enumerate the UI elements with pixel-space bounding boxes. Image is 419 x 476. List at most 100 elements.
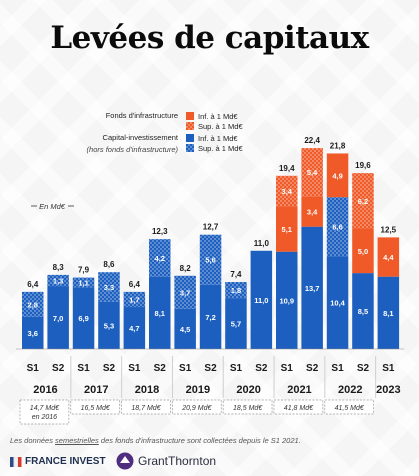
total-label: 11,0 xyxy=(254,239,270,248)
segment-label: 11,0 xyxy=(254,296,268,305)
legend-swatch xyxy=(186,112,194,120)
segment-label: 4,5 xyxy=(180,325,190,334)
bar-segment xyxy=(149,276,171,349)
semester-label: S1 xyxy=(281,363,294,374)
bar-segment xyxy=(199,234,222,285)
total-label: 19,4 xyxy=(279,164,295,173)
annual-total-box xyxy=(273,399,324,415)
grant-thornton-logo-icon xyxy=(116,452,134,470)
segment-label: 10,9 xyxy=(279,296,294,305)
total-label: 19,6 xyxy=(355,161,371,170)
semester-label: S2 xyxy=(204,363,217,374)
footnote-suffix: des fonds d'infrastructure sont collecté… xyxy=(98,436,301,445)
bar-segment xyxy=(174,275,196,309)
year-label: 2022 xyxy=(338,384,362,396)
legend-swatch xyxy=(186,144,194,152)
bar-segment xyxy=(352,228,374,274)
year-label: 2017 xyxy=(84,384,108,396)
segment-label: 3,6 xyxy=(28,329,38,338)
segment-label: 5,1 xyxy=(282,225,292,234)
segment-label: 6,6 xyxy=(332,223,342,232)
total-label: 12,3 xyxy=(152,227,168,236)
segment-label: 4,9 xyxy=(332,171,342,180)
grant-thornton-logo: GrantThornton xyxy=(116,452,216,470)
legend-swatch xyxy=(186,122,194,130)
bar-segment xyxy=(72,287,95,349)
bar-segment xyxy=(326,153,349,198)
semester-label: S1 xyxy=(331,363,344,374)
bar-segment xyxy=(352,273,374,349)
segment-label: 3,4 xyxy=(307,208,318,217)
segment-label: 4,7 xyxy=(129,324,139,333)
total-label: 12,5 xyxy=(381,225,397,234)
bar-segment xyxy=(326,197,349,257)
annual-total-label: 14,7 Md€ xyxy=(30,405,60,412)
segment-label: 4,2 xyxy=(155,254,165,263)
year-label: 2016 xyxy=(33,384,57,396)
bar-segment xyxy=(377,276,400,349)
bar-segment xyxy=(250,250,273,349)
annual-total-label: 20,9 Md€ xyxy=(181,405,212,412)
legend-swatch xyxy=(186,134,194,142)
france-invest-logo-text: FRANCE INVEST xyxy=(25,456,106,467)
bar-segment xyxy=(22,291,44,317)
bar-segment xyxy=(174,308,196,349)
segment-label: 7,0 xyxy=(53,314,63,323)
bar-segment xyxy=(326,256,349,349)
total-label: 8,3 xyxy=(53,263,65,272)
bar-segment xyxy=(301,196,323,227)
bar-segment xyxy=(47,274,69,287)
legend-item-label: Inf. à 1 Md€ xyxy=(198,112,238,121)
annual-total-box xyxy=(222,399,273,415)
footnote-underlined: semestrielles xyxy=(55,436,99,445)
footnote: Les données semestrielles des fonds d'in… xyxy=(10,436,301,445)
bar-segment xyxy=(377,237,400,277)
bar-segment xyxy=(199,284,222,349)
annual-total-box xyxy=(19,399,70,425)
bar-segment xyxy=(276,206,298,252)
year-label: 2023 xyxy=(376,384,400,396)
page-title: Levées de capitaux xyxy=(50,20,369,56)
segment-label: 6,2 xyxy=(358,197,368,206)
semester-label: S2 xyxy=(103,363,116,374)
segment-label: 13,7 xyxy=(305,284,320,293)
segment-label: 5,3 xyxy=(104,321,114,330)
year-label: 2020 xyxy=(236,384,260,396)
semester-label: S1 xyxy=(128,363,141,374)
semester-label: S2 xyxy=(154,363,167,374)
semester-label: S1 xyxy=(27,363,40,374)
annual-total-box xyxy=(172,399,222,415)
annual-total-box xyxy=(324,399,374,415)
segment-label: 3,4 xyxy=(282,187,293,196)
total-label: 22,4 xyxy=(304,136,320,145)
total-label: 21,8 xyxy=(330,141,346,150)
semester-label: S2 xyxy=(255,363,268,374)
grant-thornton-logo-text: GrantThornton xyxy=(138,454,217,468)
segment-label: 3,7 xyxy=(180,288,190,297)
segment-label: 7,2 xyxy=(205,313,215,322)
annual-total-box xyxy=(70,399,120,415)
segment-label: 3,3 xyxy=(104,283,114,292)
semester-label: S2 xyxy=(306,363,319,374)
france-invest-logo: FRANCE INVEST xyxy=(10,456,106,467)
annual-total-label: 16,5 Md€ xyxy=(81,405,111,412)
bar-segment xyxy=(123,307,146,349)
segment-label: 8,5 xyxy=(358,307,368,316)
semester-label: S1 xyxy=(230,363,243,374)
bar-segment xyxy=(276,251,298,349)
semester-label: S1 xyxy=(77,363,90,374)
total-label: 6,4 xyxy=(129,280,141,289)
legend-item-label: Sup. à 1 Md€ xyxy=(198,122,243,131)
segment-label: 1,3 xyxy=(53,277,63,286)
bar-segment xyxy=(123,291,146,308)
bar-segment xyxy=(22,316,44,349)
segment-label: 1,8 xyxy=(231,286,241,295)
bar-segment xyxy=(149,239,171,277)
semester-label: S1 xyxy=(179,363,192,374)
annual-total-label: en 2016 xyxy=(32,414,57,421)
bar-segment xyxy=(225,298,247,349)
annual-total-label: 18,5 Md€ xyxy=(233,405,263,412)
segment-label: 5,4 xyxy=(307,168,318,177)
total-label: 8,6 xyxy=(103,260,115,269)
